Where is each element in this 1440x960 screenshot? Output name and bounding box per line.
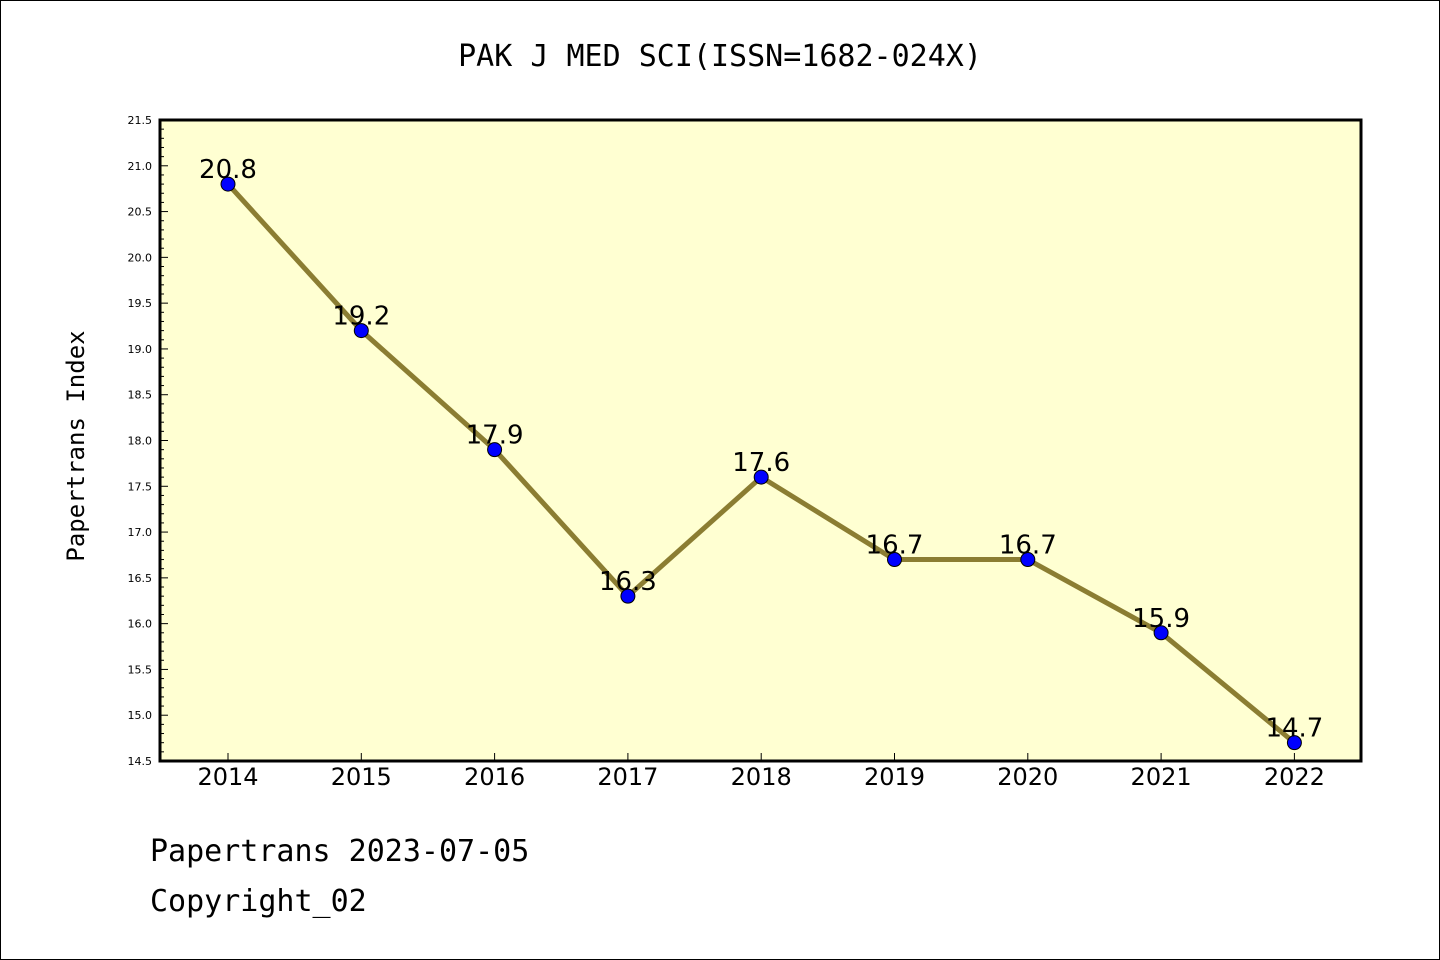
y-tick-label: 17.5 <box>128 480 153 493</box>
data-point <box>1286 735 1302 751</box>
y-tick-label: 18.5 <box>128 389 153 402</box>
x-tick-label: 2016 <box>464 763 525 791</box>
x-tick-label: 2017 <box>597 763 658 791</box>
x-tick-label: 2015 <box>331 763 392 791</box>
y-tick-label: 14.5 <box>128 755 153 768</box>
data-label: 16.3 <box>599 567 657 597</box>
x-tick-label: 2022 <box>1264 763 1325 791</box>
x-tick-label: 2014 <box>197 763 258 791</box>
data-point <box>887 552 902 568</box>
ticks-layer: 14.5 15.0 15.5 16.0 16.5 17.0 17.5 18.0 18.5 19.0… <box>128 114 1325 791</box>
y-tick-label: 20.0 <box>128 251 153 264</box>
data-point <box>620 588 636 604</box>
chart-title: PAK J MED SCI(ISSN=1682-024X) <box>458 39 982 74</box>
plot-area <box>160 120 1361 761</box>
data-point <box>1020 552 1036 568</box>
data-label: 14.7 <box>1265 714 1323 744</box>
x-tick-label: 2018 <box>731 763 792 791</box>
footer-date: Papertrans 2023-07-05 <box>150 834 530 869</box>
y-tick-label: 15.5 <box>128 663 153 676</box>
data-label: 15.9 <box>1132 604 1190 634</box>
data-label: 19.2 <box>332 302 390 332</box>
data-label: 20.8 <box>199 155 257 185</box>
y-tick-label: 21.0 <box>128 160 153 173</box>
x-tick-label: 2019 <box>864 763 925 791</box>
plot-border <box>158 118 1363 763</box>
y-tick-label: 20.5 <box>128 206 153 219</box>
x-tick-label: 2021 <box>1131 763 1192 791</box>
y-tick-label: 21.5 <box>128 114 153 127</box>
y-tick-label: 19.0 <box>128 343 153 356</box>
footer-copyright: Copyright_02 <box>150 884 367 919</box>
y-tick-label: 15.0 <box>128 709 153 722</box>
data-label: 17.9 <box>466 421 524 451</box>
data-point <box>753 469 769 485</box>
data-point <box>1153 625 1169 641</box>
data-point <box>487 442 503 458</box>
y-tick-label: 16.0 <box>128 618 153 631</box>
y-tick-label: 19.5 <box>128 297 153 310</box>
data-label: 17.6 <box>732 448 790 478</box>
data-point <box>353 323 369 339</box>
x-tick-label: 2020 <box>997 763 1058 791</box>
data-label: 16.7 <box>866 531 924 561</box>
data-label: 16.7 <box>999 531 1057 561</box>
y-tick-label: 16.5 <box>128 572 153 585</box>
data-point <box>220 176 236 192</box>
y-tick-label: 17.0 <box>128 526 153 539</box>
y-tick-label: 18.0 <box>128 435 153 448</box>
series-layer: 20.8 19.2 17.9 16.3 17.6 16.7 16.7 15.9 14.7 <box>199 155 1323 751</box>
y-axis-label: Papertrans Index <box>62 330 90 561</box>
